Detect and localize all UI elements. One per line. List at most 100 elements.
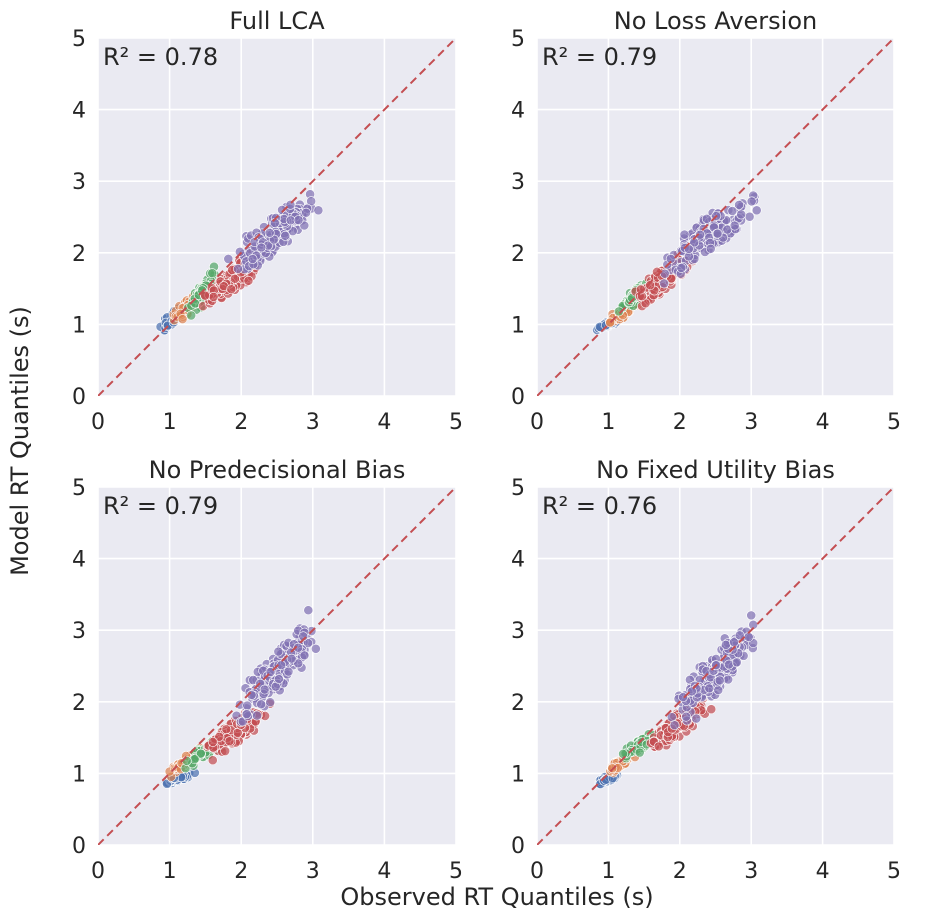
x-tick-label: 1 bbox=[601, 859, 615, 884]
panel-1: 0 1 2 3 4 5 0 1 2 3 4 5 Full LCA R² = 0.78 bbox=[72, 7, 463, 435]
x-tick-label: 0 bbox=[530, 410, 544, 435]
panel-4: 0 1 2 3 4 5 0 1 2 3 4 5 No Fixed Utility Bias R² = 0.… bbox=[511, 456, 901, 884]
data-point bbox=[306, 196, 317, 207]
data-point bbox=[676, 263, 687, 273]
data-point bbox=[691, 713, 702, 724]
data-point bbox=[207, 737, 218, 747]
r-squared-label: R² = 0.79 bbox=[542, 43, 657, 71]
data-point bbox=[705, 243, 716, 254]
identity-line bbox=[98, 38, 456, 396]
data-point bbox=[241, 709, 252, 720]
data-point bbox=[706, 704, 717, 715]
data-point bbox=[233, 263, 243, 274]
data-point bbox=[720, 639, 731, 650]
data-point bbox=[751, 205, 762, 216]
data-point bbox=[186, 310, 197, 321]
y-tick-label: 2 bbox=[511, 691, 525, 716]
y-tick-label: 3 bbox=[511, 170, 525, 195]
x-tick-label: 0 bbox=[91, 410, 105, 435]
scatter-points bbox=[592, 190, 762, 335]
scatter-points bbox=[594, 610, 759, 790]
r-squared-label: R² = 0.78 bbox=[103, 43, 218, 71]
x-tick-label: 1 bbox=[163, 410, 177, 435]
data-point bbox=[695, 229, 705, 240]
data-point bbox=[303, 605, 314, 616]
data-point bbox=[293, 642, 304, 653]
x-tick-label: 3 bbox=[744, 859, 758, 884]
scatter-points bbox=[161, 605, 321, 789]
data-point bbox=[713, 685, 724, 696]
data-point bbox=[286, 653, 297, 664]
x-tick-label: 5 bbox=[449, 410, 463, 435]
data-point bbox=[729, 637, 739, 648]
data-point bbox=[208, 292, 219, 302]
data-point bbox=[223, 254, 234, 264]
data-point bbox=[714, 675, 725, 686]
data-point bbox=[273, 646, 284, 657]
data-point bbox=[283, 666, 294, 677]
data-point bbox=[256, 242, 267, 253]
x-tick-label: 4 bbox=[816, 410, 830, 435]
y-tick-label: 1 bbox=[72, 762, 86, 787]
data-point bbox=[653, 741, 664, 752]
data-point bbox=[200, 290, 210, 301]
x-tick-label: 2 bbox=[673, 410, 687, 435]
panel-3: 0 1 2 3 4 5 0 1 2 3 4 5 No Predecisional Bias R² = 0.… bbox=[72, 456, 463, 884]
data-point bbox=[701, 213, 712, 224]
y-tick-label: 0 bbox=[72, 385, 86, 410]
data-point bbox=[259, 684, 270, 695]
y-tick-label: 2 bbox=[511, 242, 525, 267]
data-point bbox=[634, 747, 645, 758]
data-point bbox=[177, 314, 188, 324]
y-tick-label: 5 bbox=[72, 476, 86, 501]
data-point bbox=[299, 650, 310, 661]
data-point bbox=[264, 227, 275, 238]
data-point bbox=[207, 755, 218, 766]
data-point bbox=[736, 209, 747, 220]
data-point bbox=[252, 710, 262, 721]
data-point bbox=[679, 229, 690, 240]
y-tick-label: 2 bbox=[72, 242, 86, 267]
x-tick-label: 3 bbox=[744, 410, 758, 435]
data-point bbox=[681, 711, 692, 722]
data-point bbox=[618, 748, 629, 759]
y-tick-label: 5 bbox=[72, 27, 86, 52]
data-point bbox=[310, 643, 321, 654]
data-point bbox=[665, 253, 676, 264]
data-point bbox=[712, 228, 723, 239]
x-tick-label: 3 bbox=[306, 859, 320, 884]
x-tick-label: 2 bbox=[234, 410, 248, 435]
data-point bbox=[729, 220, 740, 231]
data-point bbox=[195, 748, 206, 759]
panels: 0 1 2 3 4 5 0 1 2 3 4 5 Full LCA R² = 0.78 0 1 2 3 4 5 0 1 2 3 4… bbox=[72, 7, 901, 884]
data-point bbox=[686, 686, 697, 697]
x-tick-label: 4 bbox=[377, 859, 391, 884]
data-point bbox=[635, 284, 646, 295]
identity-line bbox=[537, 487, 894, 845]
data-point bbox=[746, 610, 757, 621]
y-tick-label: 0 bbox=[511, 385, 525, 410]
x-tick-label: 3 bbox=[306, 410, 320, 435]
x-tick-label: 0 bbox=[91, 859, 105, 884]
y-axis-label: Model RT Quantiles (s) bbox=[6, 306, 34, 576]
y-tick-label: 5 bbox=[511, 27, 525, 52]
x-tick-label: 0 bbox=[530, 859, 544, 884]
y-tick-label: 4 bbox=[72, 548, 86, 573]
data-point bbox=[224, 736, 235, 747]
y-tick-label: 0 bbox=[72, 834, 86, 859]
data-point bbox=[293, 215, 304, 225]
data-point bbox=[704, 683, 715, 694]
series-5 bbox=[231, 605, 321, 727]
data-point bbox=[734, 199, 744, 210]
data-point bbox=[614, 306, 624, 317]
data-point bbox=[659, 278, 670, 289]
data-point bbox=[242, 700, 253, 711]
series-5 bbox=[666, 610, 759, 731]
data-point bbox=[746, 196, 757, 207]
y-tick-label: 5 bbox=[511, 476, 525, 501]
data-point bbox=[645, 280, 656, 291]
x-tick-label: 2 bbox=[234, 859, 248, 884]
panel-title: No Loss Aversion bbox=[614, 7, 817, 35]
x-tick-label: 5 bbox=[449, 859, 463, 884]
data-point bbox=[301, 207, 311, 218]
